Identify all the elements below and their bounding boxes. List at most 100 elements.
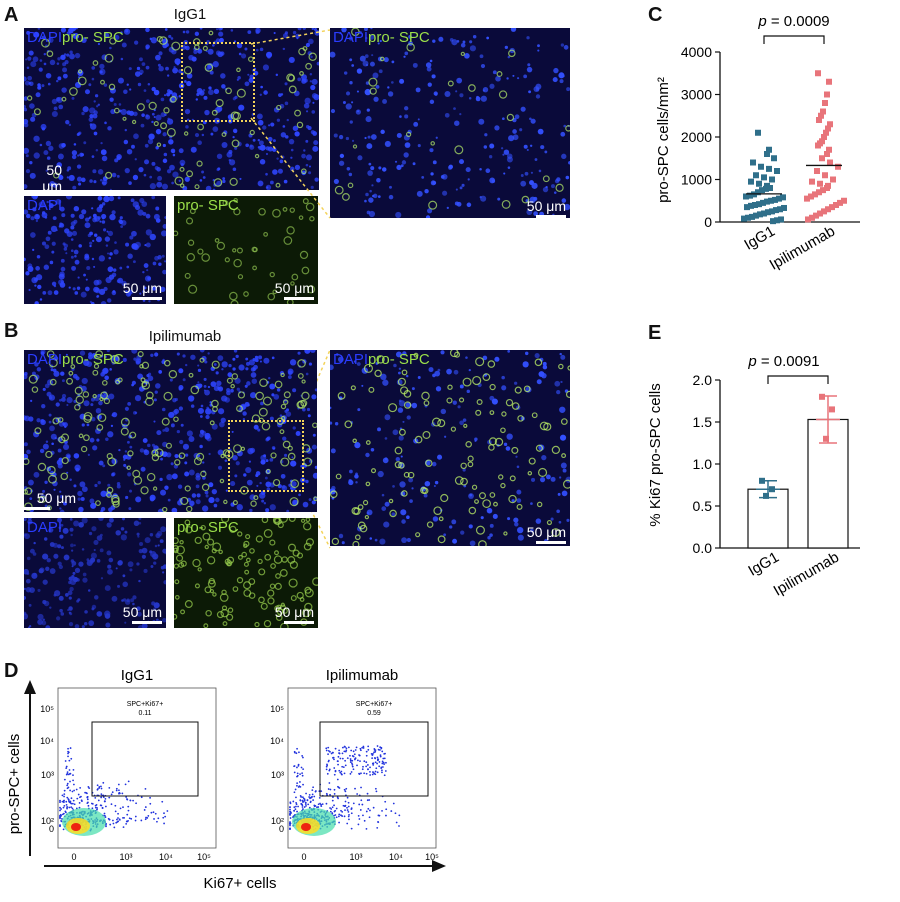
spc-cell-mark [61, 433, 70, 442]
nucleus-mark [377, 470, 384, 478]
nucleus-mark [59, 534, 64, 539]
nucleus-mark [164, 216, 166, 219]
spc-cell-mark [503, 531, 508, 536]
nucleus-mark [155, 383, 161, 389]
spc-cell-mark [168, 370, 178, 379]
event-dot [71, 807, 74, 810]
nucleus-mark [160, 457, 163, 461]
spc-cell-mark [243, 561, 249, 567]
nucleus-mark [154, 390, 158, 394]
nucleus-mark [453, 369, 459, 375]
spc-cell-mark [454, 351, 461, 358]
event-dot [59, 825, 61, 827]
spc-cell-mark [200, 524, 206, 531]
nucleus-mark [562, 468, 567, 473]
flow-y-tick-label: 10⁴ [40, 736, 54, 746]
event-dot [144, 818, 147, 821]
nucleus-mark [154, 352, 159, 357]
spc-cell-mark [280, 602, 286, 608]
nucleus-mark [124, 167, 130, 174]
nucleus-mark [38, 201, 45, 208]
event-dot [325, 765, 328, 768]
data-point [827, 121, 833, 128]
event-dot [127, 809, 130, 812]
nucleus-mark [349, 120, 353, 124]
spc-cell-mark [401, 490, 408, 497]
spc-cell-mark [101, 380, 108, 386]
nucleus-mark [334, 422, 339, 426]
nucleus-mark [45, 72, 52, 79]
spc-cell-mark [211, 109, 218, 116]
event-dot [349, 772, 352, 775]
nucleus-mark [454, 120, 460, 126]
spc-cell-mark [204, 586, 212, 594]
nucleus-mark [117, 196, 121, 200]
data-point [766, 146, 772, 153]
nucleus-mark [89, 244, 92, 248]
nucleus-mark [96, 559, 101, 563]
event-dot [344, 759, 347, 762]
event-dot [326, 763, 328, 766]
nucleus-mark [89, 123, 93, 126]
spc-cell-mark [231, 139, 240, 148]
nucleus-mark [421, 176, 425, 179]
spc-cell-mark [207, 538, 215, 546]
nucleus-mark [204, 109, 210, 116]
nucleus-mark [537, 128, 544, 135]
data-point [756, 180, 762, 187]
nucleus-mark [553, 191, 557, 194]
event-dot [305, 792, 307, 795]
nucleus-mark [202, 505, 209, 512]
nucleus-mark [53, 553, 59, 559]
nucleus-mark [401, 519, 406, 524]
event-dot [295, 796, 297, 799]
nucleus-mark [224, 397, 231, 403]
nucleus-mark [255, 473, 259, 478]
nucleus-mark [276, 157, 279, 160]
nucleus-mark [72, 571, 76, 575]
nucleus-mark [143, 173, 147, 177]
nucleus-mark [130, 198, 135, 203]
spc-cell-mark [207, 579, 216, 588]
spc-cell-mark [287, 445, 293, 451]
event-dot [69, 789, 72, 792]
nucleus-mark [297, 77, 302, 82]
event-dot [305, 804, 307, 807]
nucleus-mark [356, 362, 361, 366]
spc-cell-mark [160, 122, 168, 130]
nucleus-mark [67, 590, 73, 596]
event-dot [338, 749, 341, 752]
nucleus-mark [99, 63, 105, 69]
nucleus-mark [161, 254, 165, 258]
event-dot [349, 761, 352, 764]
spc-cell-mark [131, 119, 137, 125]
spc-cell-mark [352, 144, 358, 149]
event-dot [60, 814, 63, 817]
event-dot [78, 802, 81, 804]
panel-a-spc-micrograph: pro- SPC 50 μm [174, 196, 318, 304]
nucleus-mark [266, 186, 269, 189]
nucleus-mark [74, 567, 81, 574]
spc-cell-mark [289, 207, 295, 213]
nucleus-mark [89, 107, 96, 114]
scale-bar: 50 μm [262, 280, 314, 300]
nucleus-mark [91, 77, 95, 81]
spc-cell-mark [106, 492, 112, 498]
spc-cell-mark [297, 373, 304, 379]
nucleus-mark [69, 527, 74, 532]
nucleus-mark [406, 515, 410, 520]
nucleus-mark [162, 617, 166, 623]
event-dot [376, 762, 378, 765]
nucleus-mark [100, 301, 107, 304]
event-dot [325, 802, 328, 805]
nucleus-mark [380, 373, 387, 381]
nucleus-mark [253, 424, 259, 430]
y-tick-label: 0.0 [693, 540, 713, 556]
spc-cell-mark [478, 492, 486, 500]
data-point [741, 215, 747, 222]
nucleus-mark [152, 553, 159, 560]
event-dot [117, 783, 120, 786]
event-dot [102, 796, 105, 798]
event-dot [357, 823, 360, 826]
nucleus-mark [45, 625, 51, 628]
